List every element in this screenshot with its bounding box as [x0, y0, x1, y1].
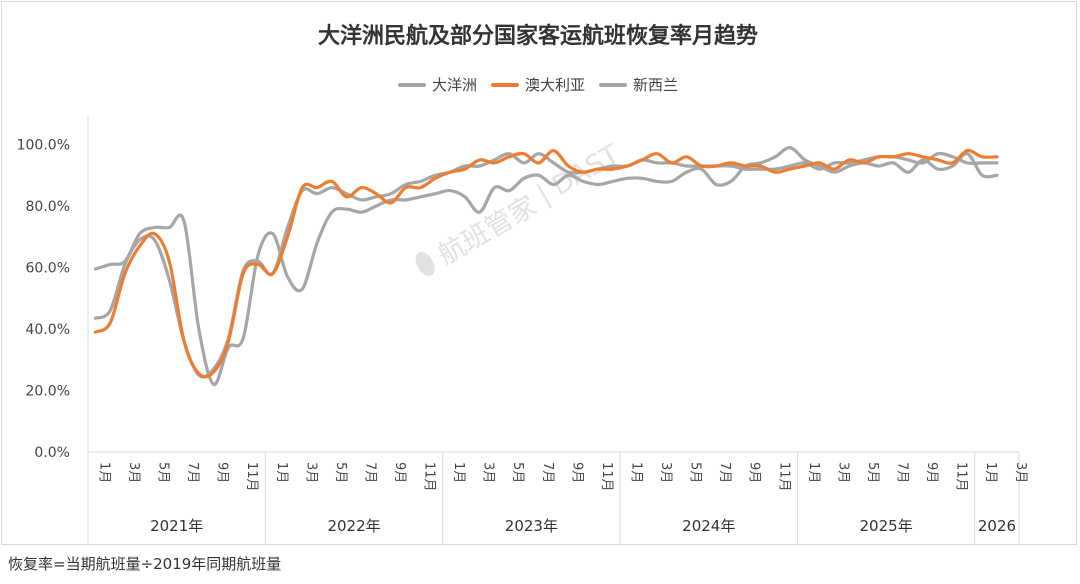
x-tick-label: 5月: [865, 462, 880, 483]
x-tick-label: 3月: [1013, 462, 1028, 483]
legend-item-australia: 澳大利亚: [490, 74, 585, 95]
legend-swatch-australia: [490, 82, 519, 87]
x-tick-label: 1月: [983, 462, 998, 483]
legend-swatch-new-zealand: [599, 82, 627, 87]
x-tick-label: 5月: [333, 462, 348, 483]
x-tick-label: 7月: [717, 462, 732, 483]
chart-series-layer: [93, 146, 999, 387]
x-tick-label: 11月: [244, 462, 259, 492]
x-tick-label: 7月: [185, 462, 200, 483]
y-tick-label: 60.0%: [26, 261, 70, 277]
x-tick-label: 3月: [303, 462, 318, 483]
x-tick-label: 5月: [688, 462, 703, 483]
year-label: 2025年: [860, 517, 913, 535]
y-tick-label: 20.0%: [26, 384, 70, 400]
x-tick-label: 1月: [628, 462, 643, 483]
year-label: 2023年: [505, 517, 558, 535]
footnote: 恢复率=当期航班量÷2019年同期航班量: [8, 555, 282, 573]
legend-label-oceania: 大洋洲: [431, 76, 477, 94]
x-tick-label: 5月: [156, 462, 171, 483]
x-tick-label: 9月: [569, 462, 584, 483]
x-tick-label: 11月: [599, 462, 614, 492]
legend-item-oceania: 大洋洲: [397, 74, 477, 95]
x-tick-label: 9月: [747, 462, 762, 483]
x-tick-label: 7月: [540, 462, 555, 483]
chart-title: 大洋洲民航及部分国家客运航班恢复率月趋势: [317, 24, 758, 49]
x-tick-label: 3月: [835, 462, 850, 483]
x-tick-label: 11月: [422, 462, 437, 492]
y-tick-label: 0.0%: [34, 445, 70, 461]
x-tick-label: 11月: [954, 462, 969, 492]
year-label: 2022年: [327, 517, 380, 535]
legend-swatch-oceania: [397, 82, 426, 87]
series-line-2: [93, 146, 999, 387]
x-tick-label: 1月: [806, 462, 821, 483]
x-tick-label: 1月: [451, 462, 466, 483]
x-tick-label: 3月: [658, 462, 673, 483]
year-label: 2026: [978, 517, 1016, 535]
chart-frame: [1, 1, 1077, 545]
x-tick-label: 9月: [924, 462, 939, 483]
x-tick-label: 11月: [776, 462, 791, 492]
y-tick-label: 80.0%: [26, 199, 70, 215]
x-tick-label: 3月: [481, 462, 496, 483]
x-tick-label: 1月: [274, 462, 289, 483]
legend-item-new-zealand: 新西兰: [599, 74, 678, 95]
x-tick-label: 9月: [215, 462, 230, 483]
series-line-1: [93, 148, 999, 379]
y-tick-label: 40.0%: [26, 322, 70, 338]
year-label: 2021年: [150, 517, 203, 535]
y-tick-label: 100.0%: [17, 138, 70, 154]
chart-legend: 大洋洲 澳大利亚 新西兰: [0, 74, 1076, 95]
x-tick-label: 3月: [126, 462, 141, 483]
x-tick-label: 9月: [392, 462, 407, 483]
x-tick-label: 1月: [96, 462, 111, 483]
x-tick-label: 7月: [362, 462, 377, 483]
legend-label-australia: 澳大利亚: [524, 76, 585, 94]
year-label: 2024年: [682, 517, 735, 535]
x-tick-label: 7月: [895, 462, 910, 483]
x-tick-label: 5月: [510, 462, 525, 483]
series-line-0: [93, 151, 999, 379]
chart-axes: 0.0% 20.0% 40.0% 60.0% 80.0% 100.0% 2021年 1月 3月 5…: [17, 116, 1028, 544]
legend-label-new-zealand: 新西兰: [633, 76, 679, 94]
